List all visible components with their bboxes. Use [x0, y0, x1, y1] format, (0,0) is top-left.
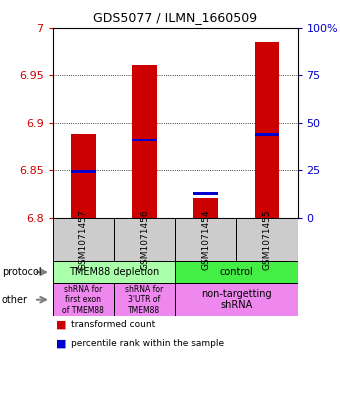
Bar [114, 283, 175, 316]
Bar [71, 134, 96, 218]
Text: GSM1071457: GSM1071457 [79, 209, 88, 270]
Bar [132, 139, 157, 141]
Bar [236, 218, 298, 261]
Text: TMEM88 depletion: TMEM88 depletion [69, 267, 159, 277]
Bar [114, 218, 175, 261]
Text: protocol: protocol [2, 267, 41, 277]
Bar [53, 283, 114, 316]
Text: percentile rank within the sample: percentile rank within the sample [71, 340, 224, 348]
Bar [175, 261, 298, 283]
Bar [53, 218, 114, 261]
Text: transformed count: transformed count [71, 320, 156, 329]
Text: GSM1071455: GSM1071455 [262, 209, 271, 270]
Text: shRNA for
first exon
of TMEM88: shRNA for first exon of TMEM88 [62, 285, 104, 314]
Bar [175, 283, 298, 316]
Bar [175, 218, 236, 261]
Bar [132, 65, 157, 218]
Text: ■: ■ [56, 339, 67, 349]
Bar [71, 170, 96, 173]
Bar [193, 192, 218, 195]
Text: shRNA for
3'UTR of
TMEM88: shRNA for 3'UTR of TMEM88 [125, 285, 164, 314]
Text: control: control [219, 267, 253, 277]
Title: GDS5077 / ILMN_1660509: GDS5077 / ILMN_1660509 [93, 11, 257, 24]
Text: GSM1071456: GSM1071456 [140, 209, 149, 270]
Bar [255, 133, 279, 136]
Text: other: other [2, 295, 28, 305]
Text: non-targetting
shRNA: non-targetting shRNA [201, 289, 272, 310]
Bar [53, 261, 175, 283]
Text: ■: ■ [56, 319, 67, 329]
Text: GSM1071454: GSM1071454 [201, 209, 210, 270]
Bar [255, 42, 279, 218]
Bar [193, 198, 218, 218]
